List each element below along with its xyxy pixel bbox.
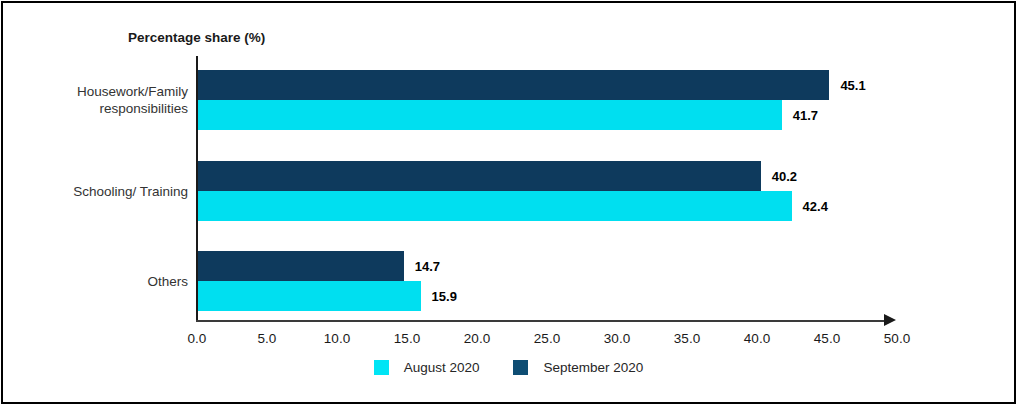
bar-september-2020-cat0 <box>198 70 829 100</box>
x-tick-label: 0.0 <box>188 331 207 346</box>
legend-label-august: August 2020 <box>404 360 480 375</box>
x-tick-label: 30.0 <box>604 331 630 346</box>
category-label: Schooling/ Training <box>30 183 188 200</box>
bar-value-label: 15.9 <box>432 289 457 304</box>
bar-august-2020-cat2 <box>198 281 421 311</box>
x-axis-arrow-icon <box>884 314 896 326</box>
bar-value-label: 40.2 <box>772 169 797 184</box>
x-tick-label: 15.0 <box>394 331 420 346</box>
legend-item-august-2020: August 2020 <box>374 360 480 375</box>
bar-value-label: 41.7 <box>793 108 818 123</box>
x-tick-label: 45.0 <box>814 331 840 346</box>
bar-september-2020-cat1 <box>198 161 761 191</box>
legend-swatch-august-icon <box>374 360 389 375</box>
legend-swatch-september-icon <box>513 360 528 375</box>
legend: August 2020 September 2020 <box>0 360 1017 375</box>
x-tick-label: 10.0 <box>324 331 350 346</box>
bar-august-2020-cat0 <box>198 100 782 130</box>
x-tick-label: 35.0 <box>674 331 700 346</box>
bar-value-label: 14.7 <box>415 259 440 274</box>
category-label: Others <box>30 273 188 290</box>
x-tick-label: 40.0 <box>744 331 770 346</box>
legend-label-september: September 2020 <box>543 360 643 375</box>
x-tick-label: 20.0 <box>464 331 490 346</box>
bar-value-label: 42.4 <box>803 199 828 214</box>
bar-august-2020-cat1 <box>198 191 792 221</box>
x-tick-label: 25.0 <box>534 331 560 346</box>
x-tick-label: 50.0 <box>884 331 910 346</box>
bar-value-label: 45.1 <box>840 78 865 93</box>
chart-canvas: Percentage share (%) 45.1 41.7 40.2 42.4 14.… <box>0 0 1017 405</box>
chart-title: Percentage share (%) <box>128 30 265 45</box>
x-axis-line <box>196 320 886 322</box>
x-tick-label: 5.0 <box>258 331 277 346</box>
bar-september-2020-cat2 <box>198 251 404 281</box>
legend-item-september-2020: September 2020 <box>513 360 643 375</box>
category-label: Housework/Familyresponsibilities <box>30 83 188 117</box>
